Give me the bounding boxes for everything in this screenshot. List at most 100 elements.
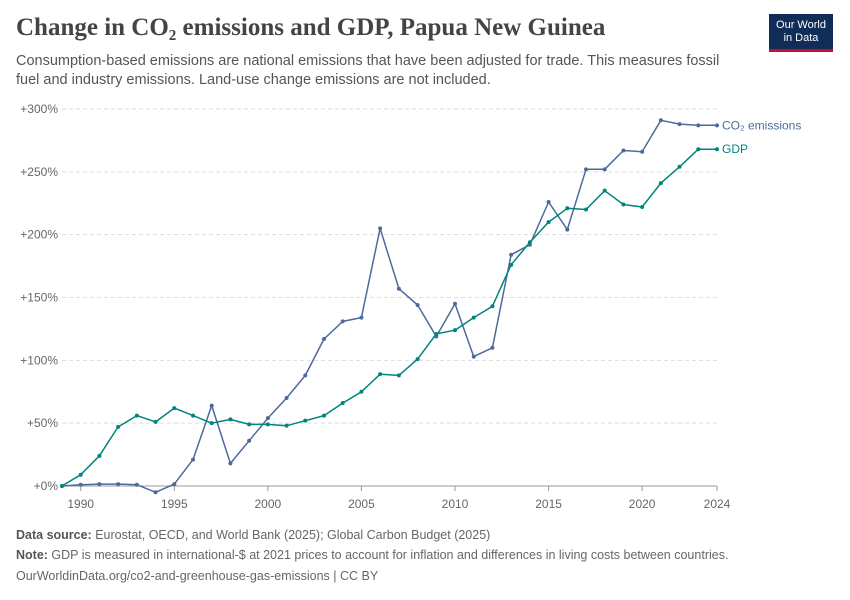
data-point [78, 482, 83, 487]
data-point [715, 147, 719, 152]
x-tick-label: 2000 [255, 497, 282, 511]
series-line-gdp [61, 148, 717, 487]
data-point [396, 373, 401, 378]
source-url[interactable]: OurWorldinData.org/co2-and-greenhouse-ga… [16, 569, 379, 583]
data-point [509, 252, 514, 257]
data-point [584, 207, 588, 212]
data-point [621, 148, 626, 153]
data-point [546, 220, 551, 225]
data-point [621, 202, 626, 207]
logo-line-2: in Data [783, 31, 819, 44]
data-point [546, 199, 551, 204]
x-tick-label: 2010 [442, 497, 469, 511]
data-point [453, 301, 457, 306]
data-point [640, 149, 645, 154]
data-point [247, 438, 252, 443]
data-point [153, 490, 158, 495]
source-label: Data source: [16, 528, 92, 542]
data-point [453, 328, 457, 333]
y-tick-label: +300% [20, 102, 58, 116]
data-point [116, 482, 121, 487]
series-line-co2 [61, 119, 717, 494]
data-point [209, 421, 214, 426]
y-tick-label: +0% [34, 479, 59, 493]
source-text: Eurostat, OECD, and World Bank (2025); G… [91, 528, 491, 542]
data-point [153, 419, 158, 424]
x-tick-label: 1990 [67, 497, 94, 511]
legend-label: CO₂ emissions [722, 118, 801, 132]
data-point [396, 286, 401, 291]
data-point [265, 416, 270, 421]
data-point [490, 345, 495, 350]
data-point [191, 457, 195, 462]
data-point [228, 461, 233, 466]
data-point [172, 482, 177, 487]
data-point [322, 336, 326, 341]
data-point [696, 123, 701, 128]
data-point [97, 482, 102, 487]
x-tick-label: 2024 [704, 497, 731, 511]
data-point [696, 147, 701, 152]
data-point [209, 403, 214, 408]
data-point [434, 331, 439, 336]
data-point [527, 240, 532, 245]
data-point [677, 122, 682, 127]
data-point [284, 423, 289, 428]
owid-logo[interactable]: Our World in Data [769, 14, 833, 52]
data-point [602, 188, 607, 193]
x-tick-label: 2020 [629, 497, 656, 511]
y-tick-label: +50% [27, 416, 58, 430]
data-point [584, 167, 588, 172]
data-point [303, 373, 308, 378]
data-point [116, 424, 121, 429]
data-point [378, 226, 383, 231]
chart-title: Change in CO₂ emissions and GDP, Papua N… [16, 14, 606, 41]
data-source: Data source: Eurostat, OECD, and World B… [16, 528, 490, 542]
y-tick-label: +250% [20, 165, 58, 179]
data-point [228, 417, 233, 422]
line-chart: +0% +50% +100% +150% +200% +250% +300% 1990 1995… [20, 102, 801, 511]
data-point [378, 372, 383, 377]
data-point [284, 396, 289, 401]
data-point [602, 167, 607, 172]
data-point [509, 262, 514, 267]
x-tick-label: 2015 [535, 497, 562, 511]
logo-line-1: Our World [776, 18, 826, 31]
data-point [247, 422, 252, 427]
y-tick-label: +100% [20, 353, 58, 367]
data-point [78, 472, 83, 477]
y-tick-label: +150% [20, 291, 58, 305]
data-point [303, 418, 308, 423]
data-point [415, 303, 420, 308]
data-point [340, 401, 345, 406]
note-label: Note: [16, 548, 48, 562]
data-point [97, 453, 102, 458]
data-point [658, 118, 663, 123]
chart-subtitle: Consumption-based emissions are national… [16, 53, 720, 88]
note-text: GDP is measured in international-$ at 20… [47, 548, 729, 562]
data-point [359, 315, 364, 320]
data-point [471, 315, 476, 320]
data-point [134, 482, 139, 487]
data-point [322, 413, 326, 418]
data-point [677, 164, 682, 169]
data-point [715, 123, 719, 128]
data-point [172, 406, 177, 411]
data-point [415, 357, 420, 362]
data-point [60, 484, 64, 488]
data-point [565, 206, 570, 211]
data-point [134, 413, 139, 418]
data-point [471, 354, 476, 359]
data-point [265, 422, 270, 427]
data-point [191, 413, 195, 418]
data-point [658, 181, 663, 186]
data-point [490, 304, 495, 309]
data-point [359, 389, 364, 394]
y-tick-label: +200% [20, 228, 58, 242]
x-tick-label: 1995 [161, 497, 188, 511]
x-tick-label: 2005 [348, 497, 375, 511]
chart-note: Note: GDP is measured in international-$… [16, 548, 728, 562]
data-point [640, 205, 645, 210]
legend-label: GDP [722, 142, 748, 156]
data-point [565, 227, 570, 232]
